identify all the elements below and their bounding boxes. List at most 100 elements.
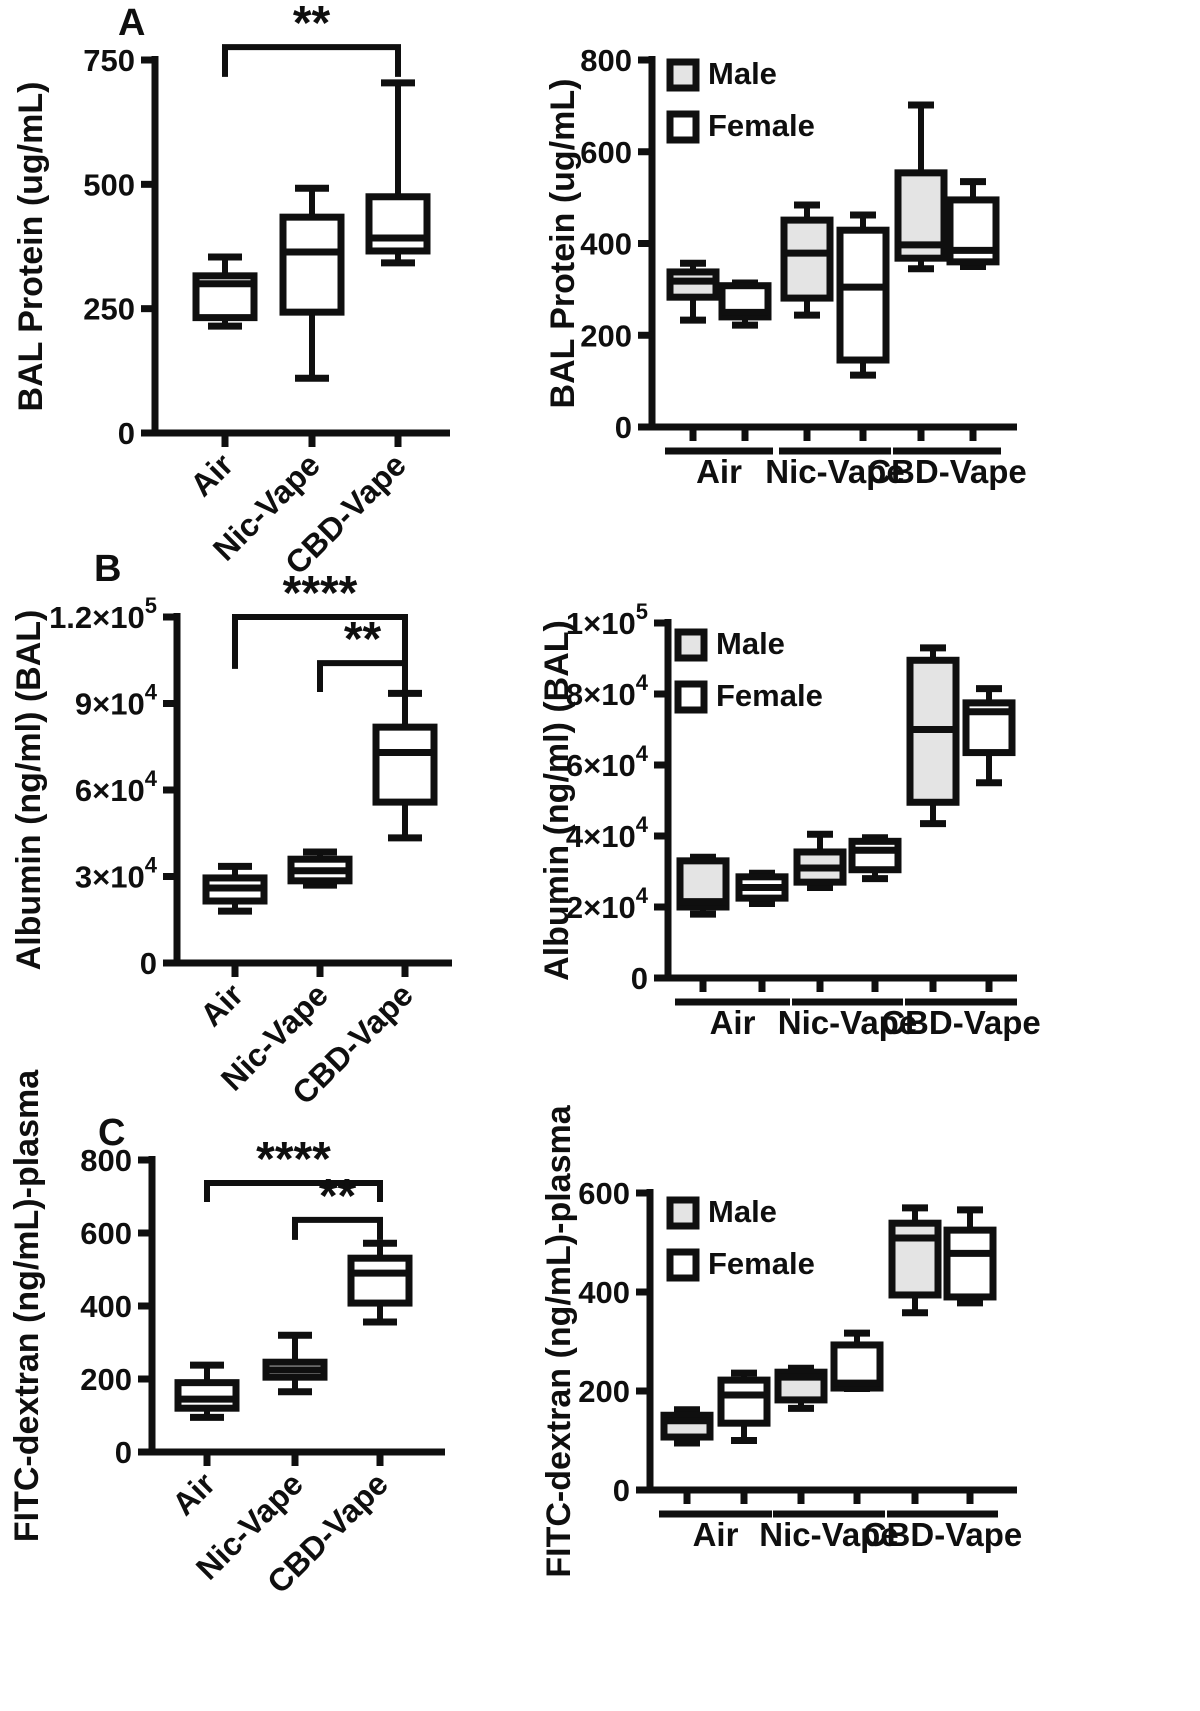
box-plot-air	[202, 862, 268, 915]
x-label-air: Air	[696, 453, 742, 490]
x-axis-ticks	[203, 1452, 384, 1466]
legend-male-label: Male	[716, 626, 785, 661]
y-axis-title: FITC-dextran (ng/mL)-plasma	[8, 1069, 46, 1542]
box-plot-cbd-vape-male	[906, 644, 960, 828]
y-axis-ticks: 0 200 400 600 800	[80, 1143, 152, 1470]
box-plot-cbd-vape-female	[946, 178, 1000, 270]
x-label-nic-vape: Nic-Vape	[759, 1516, 898, 1553]
svg-text:0: 0	[613, 1473, 630, 1508]
legend-male-swatch	[666, 58, 700, 92]
svg-text:600: 600	[580, 134, 632, 169]
svg-text:250: 250	[83, 291, 135, 326]
box-plot-air-female	[717, 1369, 771, 1444]
legend-male-label: Male	[708, 56, 777, 91]
svg-text:600: 600	[80, 1216, 132, 1251]
x-label-nic-vape: Nic-Vape	[765, 453, 904, 490]
y-axis-title: Albumin (ng/ml) (BAL)	[538, 620, 576, 981]
y-axis-title: BAL Protein (ug/mL)	[12, 82, 50, 412]
svg-text:750: 750	[83, 43, 135, 78]
svg-text:200: 200	[80, 1362, 132, 1397]
box-plot-nic-vape-female	[848, 834, 902, 883]
box-plot-cbd-vape-female	[943, 1206, 997, 1307]
x-label-cbd-vape: CBD-Vape	[863, 1516, 1023, 1553]
svg-text:0: 0	[115, 1435, 132, 1470]
svg-text:600: 600	[578, 1176, 630, 1211]
box-plot-air	[174, 1361, 240, 1421]
x-label-air: Air	[165, 1465, 222, 1522]
significance-bracket: **	[222, 0, 401, 77]
svg-text:400: 400	[578, 1275, 630, 1310]
svg-text:0: 0	[631, 961, 648, 996]
svg-text:4×104: 4×104	[566, 812, 649, 854]
box-plot-air-male	[666, 259, 720, 324]
legend-female-label: Female	[708, 1246, 815, 1281]
significance-stars: **	[293, 0, 331, 50]
y-axis-ticks: 0 200 400 600	[578, 1176, 650, 1508]
significance-stars: ****	[283, 567, 358, 620]
box-plot-nic-vape-male	[793, 830, 847, 891]
x-axis-ticks	[689, 427, 977, 441]
significance-bracket: ****	[232, 567, 408, 669]
legend-male-label: Male	[708, 1194, 777, 1229]
x-label-cbd-vape: CBD-Vape	[867, 453, 1027, 490]
x-label-air: Air	[693, 1516, 739, 1553]
legend-female-label: Female	[708, 108, 815, 143]
svg-text:400: 400	[80, 1289, 132, 1324]
x-axis-ticks	[231, 963, 409, 977]
panel-letter-a: A	[118, 2, 146, 44]
box-plot-nic-vape	[287, 848, 353, 889]
y-axis-ticks: 0 200 400 600 800	[580, 43, 652, 445]
box-plot-cbd-vape	[372, 689, 438, 842]
svg-text:2×104: 2×104	[566, 883, 649, 925]
legend-female-swatch	[674, 680, 708, 714]
x-label-air: Air	[193, 976, 250, 1033]
box-plot-air-female	[718, 279, 772, 329]
y-axis-title: FITC-dextran (ng/mL)-plasma	[540, 1104, 578, 1577]
svg-text:400: 400	[580, 226, 632, 261]
legend: Male Female	[666, 56, 815, 144]
box-plot-air-male	[660, 1406, 714, 1447]
box-plot-cbd-vape	[365, 79, 431, 267]
panel-letter-b: B	[94, 548, 122, 590]
svg-text:0: 0	[118, 416, 135, 451]
box-plot-cbd-vape	[347, 1239, 413, 1326]
svg-text:800: 800	[80, 1143, 132, 1178]
svg-text:1×105: 1×105	[566, 599, 648, 641]
legend-female-label: Female	[716, 678, 823, 713]
significance-bracket: **	[292, 1170, 383, 1240]
panel-letter-c: C	[98, 1112, 126, 1154]
box-plot-air-female	[735, 869, 789, 907]
x-label-nic-vape: Nic-Vape	[778, 1004, 917, 1041]
x-label-air: Air	[710, 1004, 756, 1041]
legend-male-swatch	[674, 628, 708, 662]
significance-stars: **	[344, 613, 382, 666]
box-plot-air	[192, 253, 258, 330]
legend-female-swatch	[666, 1248, 700, 1282]
svg-text:3×104: 3×104	[75, 852, 158, 894]
legend: Male Female	[666, 1194, 815, 1282]
x-axis-ticks	[699, 978, 993, 992]
box-plot-nic-vape-female	[830, 1329, 884, 1393]
legend-male-swatch	[666, 1196, 700, 1230]
svg-text:200: 200	[580, 318, 632, 353]
svg-text:6×104: 6×104	[566, 741, 649, 783]
significance-bracket: **	[317, 613, 408, 692]
box-plot-cbd-vape-female	[962, 685, 1016, 787]
x-axis-ticks	[221, 433, 402, 447]
box-plot-air-male	[676, 853, 730, 918]
legend: Male Female	[674, 626, 823, 714]
box-plot-cbd-vape-male	[888, 1204, 942, 1317]
box-plot-nic-vape	[262, 1331, 328, 1396]
svg-text:0: 0	[140, 946, 157, 981]
significance-stars: **	[319, 1170, 357, 1223]
significance-bracket: ****	[204, 1133, 383, 1202]
svg-text:800: 800	[580, 43, 632, 78]
svg-text:200: 200	[578, 1374, 630, 1409]
svg-text:500: 500	[83, 167, 135, 202]
svg-text:8×104: 8×104	[566, 670, 649, 712]
